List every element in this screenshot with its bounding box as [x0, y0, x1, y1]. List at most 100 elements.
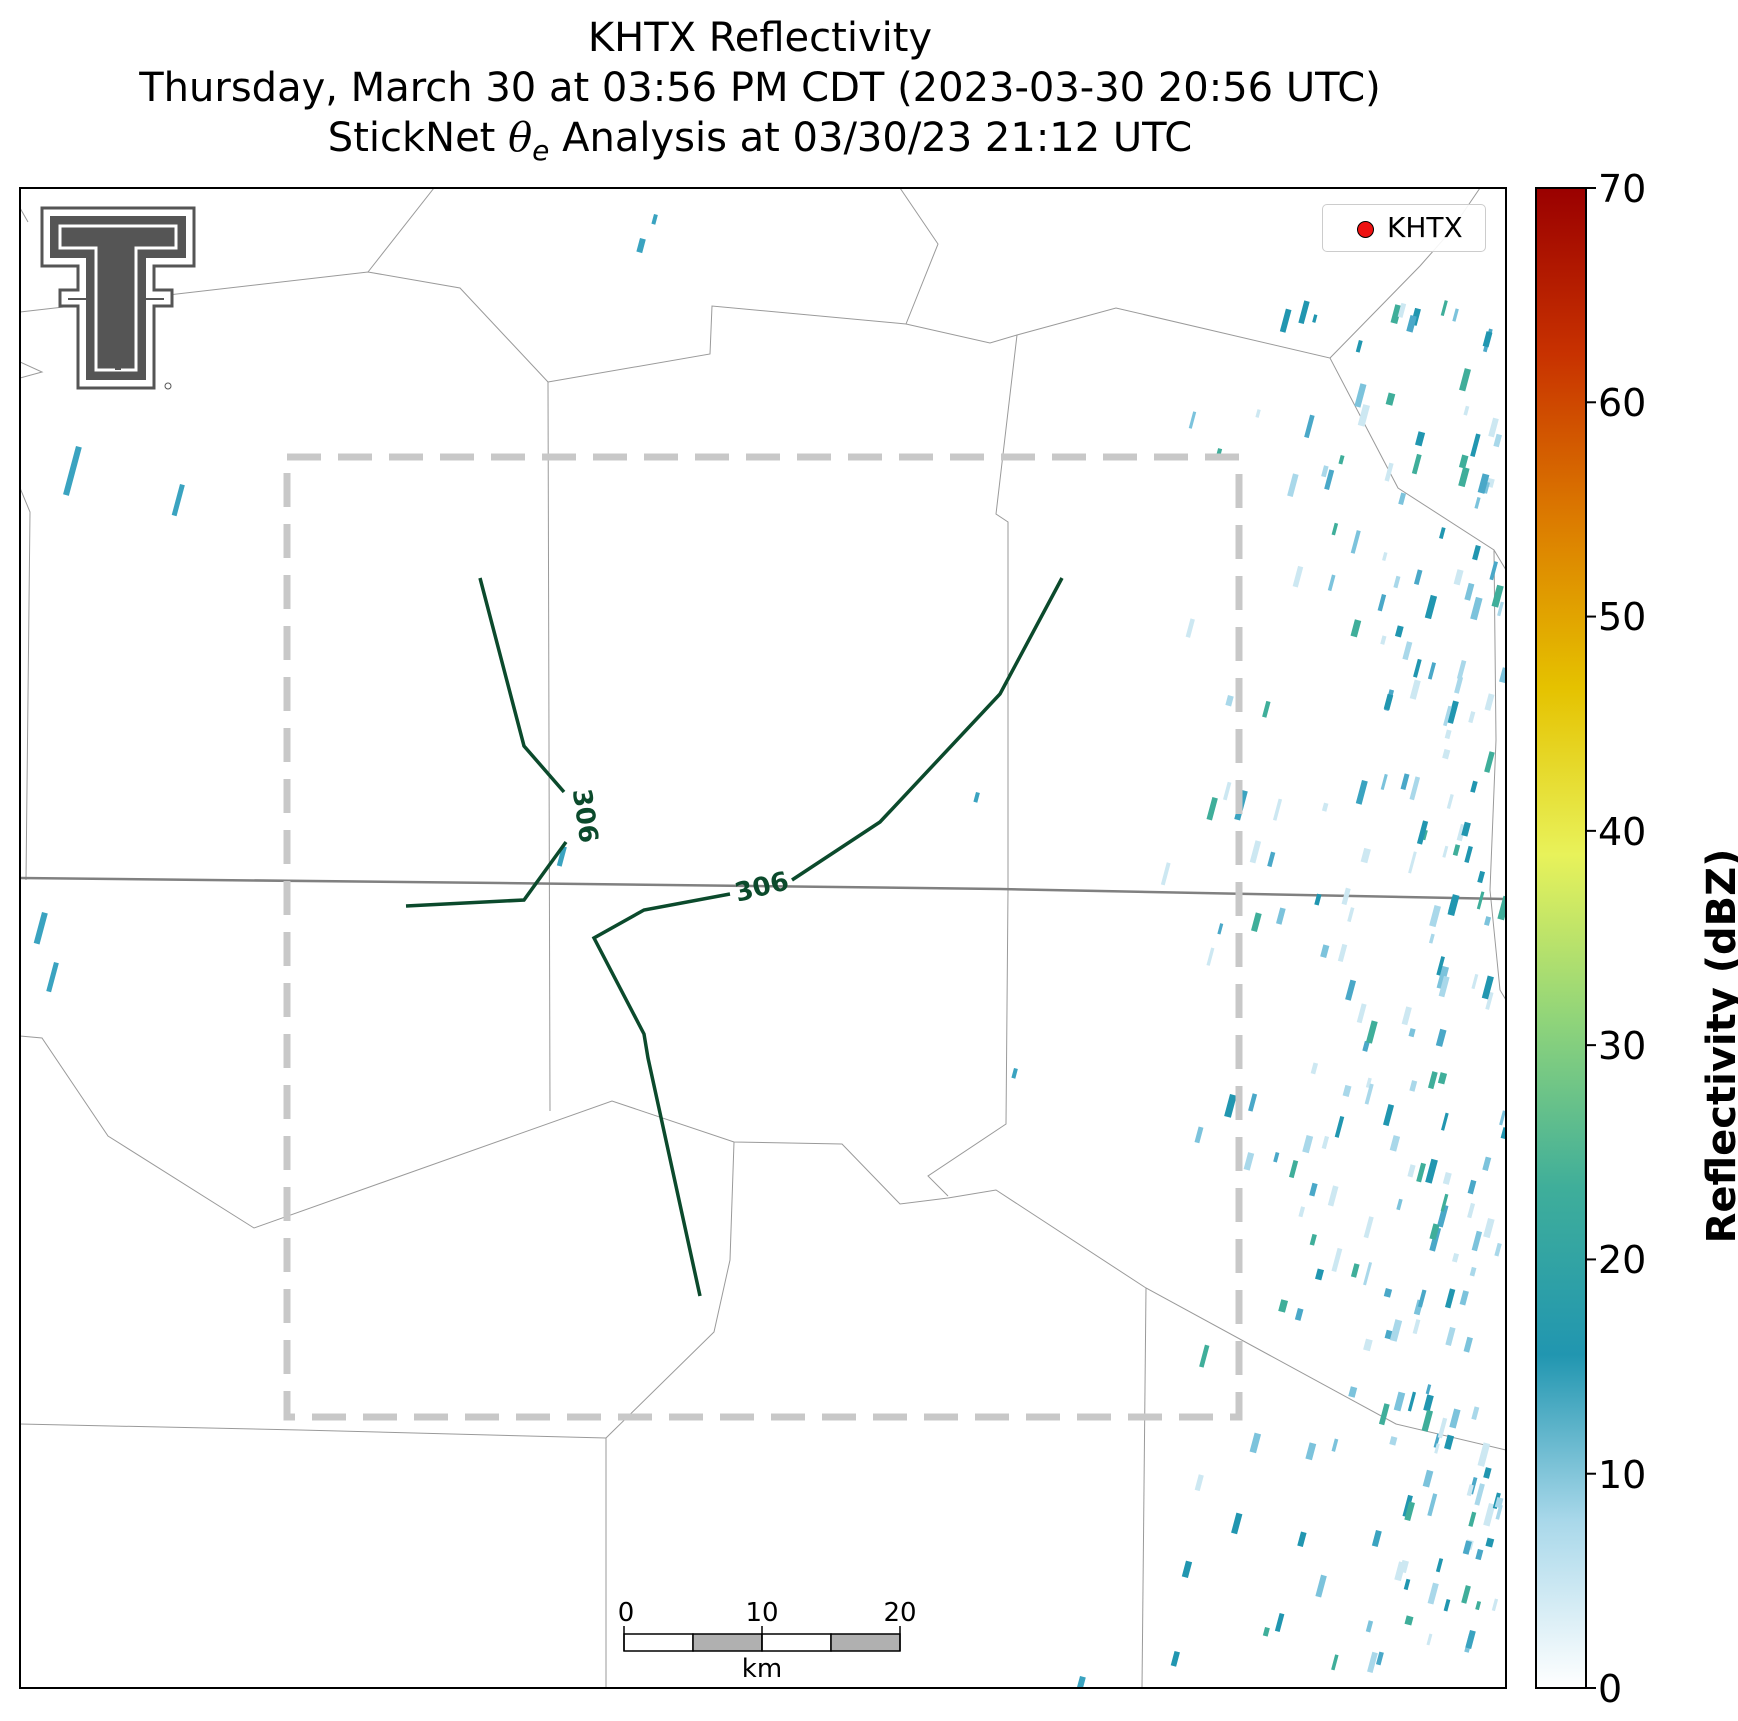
radar-return	[1357, 404, 1370, 427]
analysis-domain-box	[283, 453, 1243, 1421]
radar-return	[1413, 658, 1422, 678]
radar-return	[1327, 1185, 1339, 1207]
scale-segment	[623, 1633, 694, 1652]
title-line-3-prefix: StickNet	[327, 115, 509, 161]
radar-return	[1437, 1072, 1448, 1085]
radar-return	[1404, 1501, 1415, 1522]
radar-return	[1310, 1062, 1319, 1075]
radar-return	[1274, 1613, 1285, 1633]
radar-return	[1287, 473, 1299, 497]
radar-return	[1444, 1434, 1455, 1450]
radar-return	[1383, 693, 1394, 711]
radar-return	[1488, 417, 1499, 438]
radar-return	[1440, 300, 1448, 317]
radar-return	[1448, 897, 1459, 913]
radar-return	[1483, 1503, 1496, 1527]
radar-return	[1499, 667, 1506, 684]
radar-return	[1397, 302, 1407, 318]
radar-return	[1403, 1578, 1411, 1591]
radar-return	[1484, 693, 1495, 711]
radar-return	[1458, 467, 1470, 488]
radar-return	[1375, 1651, 1384, 1666]
colorbar-tick-label: 40	[1598, 810, 1647, 854]
radar-return	[1427, 1071, 1438, 1090]
radar-return	[1442, 845, 1449, 858]
map-frame	[19, 187, 1507, 1689]
radar-return	[1223, 781, 1232, 801]
radar-return	[1427, 1582, 1439, 1605]
radar-return	[1255, 409, 1261, 418]
radar-return	[1493, 433, 1502, 448]
radar-return	[1380, 773, 1388, 791]
radar-return	[1497, 895, 1506, 921]
radar-return	[1485, 991, 1494, 1010]
radar-return	[1294, 1307, 1304, 1321]
radar-return	[46, 962, 59, 993]
radar-return	[1477, 870, 1486, 884]
radar-return	[1401, 1006, 1412, 1026]
county-line	[20, 271, 551, 1112]
radar-return	[1459, 1290, 1469, 1306]
county-line	[1141, 1287, 1147, 1688]
scale-segment	[692, 1633, 763, 1652]
radar-return	[1449, 1408, 1461, 1429]
radar-return	[63, 446, 82, 496]
radar-return	[1434, 1443, 1440, 1454]
scale-unit: km	[741, 1654, 783, 1684]
radar-return	[1304, 414, 1315, 439]
radar-return	[1371, 1530, 1382, 1548]
radar-return	[1364, 1083, 1374, 1105]
radar-return	[1362, 1040, 1370, 1052]
radar-return	[1464, 582, 1475, 601]
radar-return	[1302, 1135, 1314, 1154]
colorbar-label: Reflectivity (dBZ)	[1699, 848, 1738, 1244]
radar-return	[1452, 844, 1461, 856]
title-line-1: KHTX Reflectivity	[587, 15, 933, 61]
radar-return	[1383, 1288, 1393, 1298]
radar-return	[1262, 700, 1271, 718]
radar-return	[1331, 1654, 1339, 1671]
colorbar-tick-label: 70	[1598, 167, 1647, 211]
radar-return	[1416, 820, 1429, 845]
radar-return	[1459, 368, 1471, 392]
radar-return	[1446, 793, 1454, 809]
legend: KHTX	[1322, 204, 1486, 252]
radar-return	[1315, 1268, 1325, 1281]
radar-return	[1468, 711, 1476, 724]
radar-return	[1467, 1202, 1476, 1219]
radar-return	[1315, 1574, 1327, 1598]
radar-return	[1365, 1077, 1372, 1089]
radar-return	[1355, 780, 1368, 805]
state-boundary	[20, 876, 1506, 901]
radar-return	[651, 214, 658, 225]
radar-return	[1483, 1467, 1492, 1479]
radar-return	[636, 237, 646, 254]
radar-return	[1476, 891, 1485, 910]
radar-return	[1474, 497, 1481, 509]
contour-segment-north	[478, 577, 566, 794]
contour-label-north: 306	[566, 787, 603, 845]
radar-return	[1345, 979, 1357, 1001]
radar-return	[1489, 561, 1498, 581]
radar-return	[1436, 965, 1450, 990]
radar-return	[1394, 625, 1404, 638]
radar-return	[1273, 1152, 1280, 1163]
radar-return	[1249, 840, 1262, 864]
radar-return	[1334, 1115, 1345, 1138]
radar-return	[1464, 845, 1473, 864]
radar-return	[1426, 1633, 1433, 1646]
radar-return	[1331, 1247, 1343, 1273]
radar-return	[1422, 1469, 1434, 1488]
radar-return	[33, 912, 48, 945]
radar-return	[1471, 1230, 1483, 1252]
radar-return	[1470, 596, 1483, 621]
county-line	[20, 361, 44, 379]
radar-return	[1458, 454, 1469, 469]
radar-return	[1199, 1344, 1210, 1368]
radar-return	[1425, 1158, 1438, 1184]
radar-return	[1377, 593, 1387, 612]
radar-return	[1231, 1512, 1243, 1535]
radar-return	[1463, 405, 1470, 416]
radar-return	[1477, 473, 1490, 494]
radar-return	[1160, 862, 1171, 886]
